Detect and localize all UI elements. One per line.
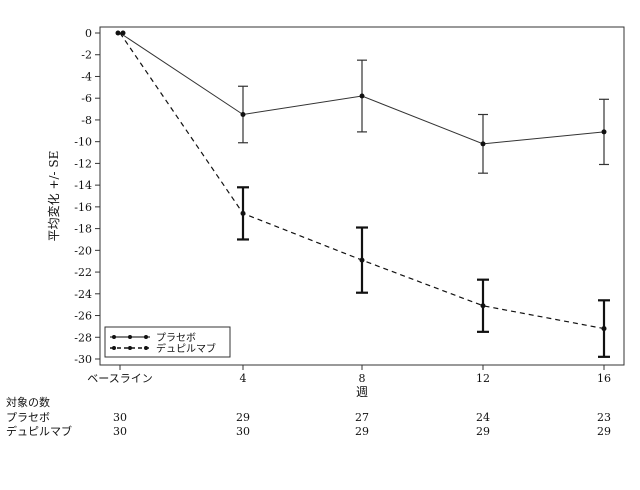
y-tick-label: -16 — [74, 201, 92, 214]
y-tick-label: -24 — [74, 288, 92, 301]
count-value: 29 — [355, 425, 369, 438]
count-value: 24 — [476, 411, 490, 424]
counts-title: 対象の数 — [6, 395, 50, 409]
y-tick-label: -26 — [74, 310, 92, 323]
count-value: 30 — [236, 425, 250, 438]
y-tick-label: -8 — [81, 114, 92, 127]
x-tick-label: ベースライン — [87, 372, 152, 385]
y-tick-label: -10 — [74, 136, 92, 149]
x-axis: ベースライン 4 8 12 16 — [87, 365, 611, 385]
counts-table: 対象の数 プラセボ3029272423デュピルマブ3030292929 — [6, 395, 611, 438]
y-tick-label: -2 — [81, 49, 92, 62]
legend: プラセボデュピルマブ — [105, 327, 230, 357]
count-value: 29 — [597, 425, 611, 438]
data-point — [360, 258, 365, 263]
legend-marker — [128, 346, 132, 350]
legend-marker — [144, 346, 148, 350]
data-point — [241, 112, 246, 117]
data-point — [116, 31, 121, 36]
data-point — [121, 31, 126, 36]
x-tick-label: 4 — [240, 372, 247, 385]
series-dupilumab — [120, 31, 610, 357]
data-point — [241, 211, 246, 216]
count-value: 30 — [113, 411, 127, 424]
y-tick-label: -28 — [74, 331, 92, 344]
y-tick-label: -18 — [74, 223, 92, 236]
legend-marker — [112, 335, 116, 339]
y-tick-label: -22 — [74, 266, 92, 279]
count-value: 27 — [355, 411, 369, 424]
legend-label: デュピルマブ — [156, 342, 216, 355]
y-axis: 0 -2 -4 -6 -8 -10 -12 -14 -16 -18 -20 -22 -24 -26 -28 -… — [74, 27, 100, 366]
count-value: 30 — [113, 425, 127, 438]
x-axis-title: 週 — [356, 385, 368, 399]
data-point — [360, 94, 365, 99]
y-tick-label: -12 — [74, 157, 92, 170]
x-tick-label: 8 — [359, 372, 366, 385]
data-point — [481, 303, 486, 308]
counts-row-label: デュピルマブ — [6, 424, 72, 438]
data-point — [481, 141, 486, 146]
data-point — [602, 129, 607, 134]
count-value: 23 — [597, 411, 611, 424]
count-value: 29 — [476, 425, 490, 438]
y-tick-label: -4 — [81, 70, 92, 83]
y-tick-label: -6 — [81, 92, 92, 105]
x-tick-label: 12 — [476, 372, 490, 385]
series-placebo — [116, 31, 610, 174]
data-point — [602, 326, 607, 331]
y-tick-label: 0 — [85, 27, 92, 40]
y-axis-title: 平均変化 +/- SE — [46, 151, 61, 242]
legend-marker — [112, 346, 116, 350]
legend-marker — [144, 335, 148, 339]
counts-row-label: プラセボ — [6, 411, 50, 424]
y-tick-label: -30 — [74, 353, 92, 366]
x-tick-label: 16 — [597, 372, 611, 385]
y-tick-label: -20 — [74, 244, 92, 257]
y-tick-label: -14 — [74, 179, 92, 192]
series-layer — [116, 31, 611, 357]
count-value: 29 — [236, 411, 250, 424]
legend-marker — [128, 335, 132, 339]
legend-label: プラセボ — [156, 332, 196, 344]
